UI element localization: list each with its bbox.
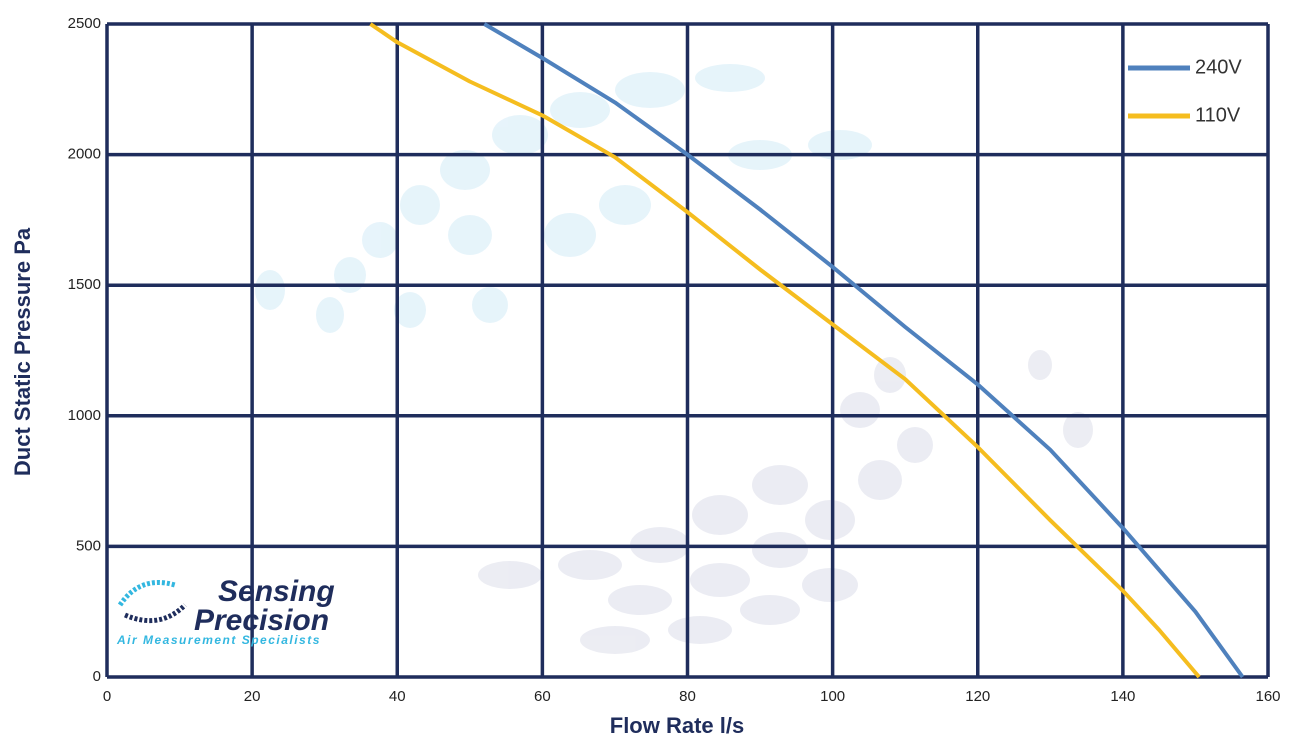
x-tick-label: 60 [534, 688, 551, 705]
y-tick-label: 1000 [68, 407, 101, 424]
x-tick-label: 40 [389, 688, 406, 705]
x-tick-label: 0 [103, 688, 111, 705]
y-tick-label: 2500 [68, 15, 101, 32]
watermark [255, 64, 1093, 654]
y-tick-label: 1500 [68, 276, 101, 293]
y-tick-label: 2000 [68, 146, 101, 163]
x-tick-label: 160 [1255, 688, 1280, 705]
y-axis-label: Duct Static Pressure Pa [10, 227, 35, 476]
logo-text: Sensing [218, 575, 335, 608]
x-tick-label: 20 [244, 688, 261, 705]
logo-swirl [117, 580, 176, 607]
legend-label: 110V [1195, 104, 1241, 126]
x-axis-label: Flow Rate l/s [610, 713, 744, 738]
y-tick-label: 500 [76, 537, 101, 554]
logo-tagline: Air Measurement Specialists [116, 633, 321, 647]
series-line [483, 22, 1245, 679]
x-tick-label: 120 [965, 688, 990, 705]
logo-swirl [124, 603, 187, 624]
logo-text: Precision [194, 604, 329, 637]
logo: Sensing Precision Air Measurement Specia… [116, 575, 335, 647]
y-tick-label: 0 [93, 668, 101, 685]
legend-label: 240V [1195, 56, 1242, 78]
x-tick-label: 140 [1110, 688, 1135, 705]
x-tick-label: 100 [820, 688, 845, 705]
x-tick-label: 80 [679, 688, 696, 705]
series-line [369, 22, 1201, 679]
lines [369, 22, 1245, 679]
